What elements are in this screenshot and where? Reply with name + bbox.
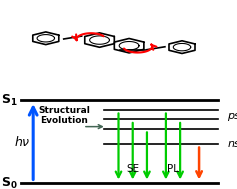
Text: SE: SE — [126, 164, 139, 174]
Text: PL: PL — [167, 164, 179, 174]
Text: $h\nu$: $h\nu$ — [14, 135, 31, 149]
Text: $\mathbf{S_1}$: $\mathbf{S_1}$ — [1, 93, 18, 108]
Text: Structural
Evolution: Structural Evolution — [38, 106, 90, 125]
Text: ns: ns — [228, 139, 237, 149]
Text: $\mathbf{S_0}$: $\mathbf{S_0}$ — [1, 176, 18, 189]
Text: ps: ps — [228, 111, 237, 121]
